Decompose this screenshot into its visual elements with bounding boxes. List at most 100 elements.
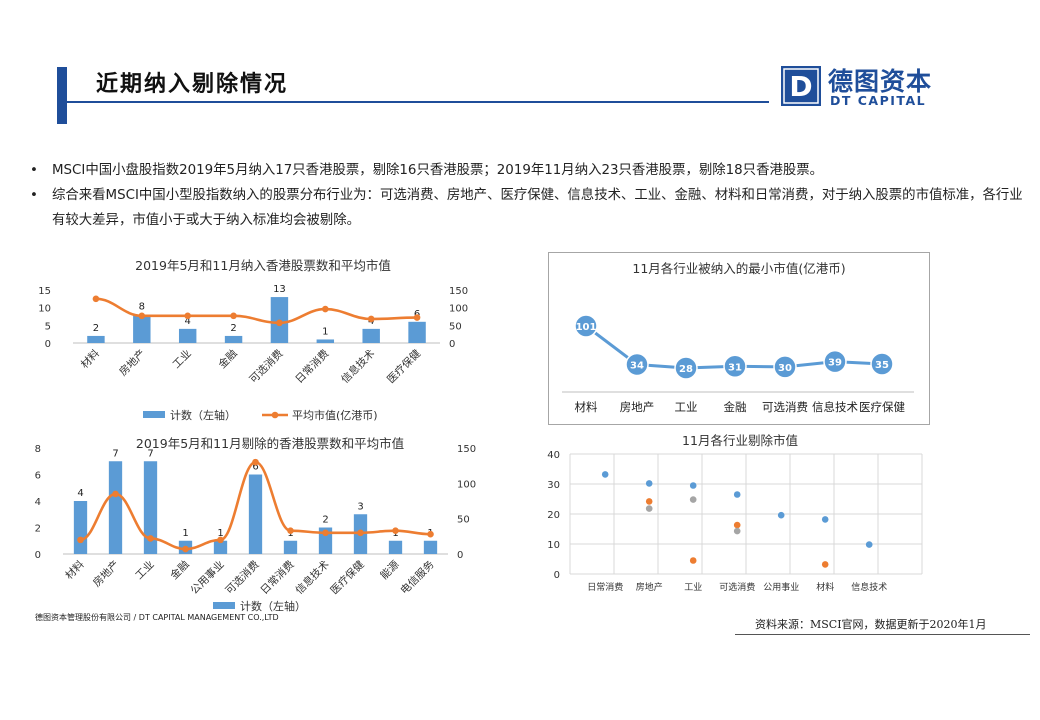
bar	[87, 335, 105, 343]
min-cap-chart: 11月各行业被纳入的最小市值(亿港币) 101 34 28 31 30 39 35 材料 房地产 工…	[548, 252, 930, 425]
x-tick-label: 材料	[816, 581, 834, 593]
scatter-point	[645, 480, 653, 487]
data-bubble	[574, 314, 598, 338]
x-tick-label: 可选消费	[223, 558, 262, 597]
x-tick-label: 材料	[78, 347, 102, 371]
x-tick-label: 电信服务	[398, 558, 437, 597]
x-tick-label: 信息技术	[293, 558, 332, 597]
bullet-item: • MSCI中国小盘股指数2019年5月纳入17只香港股票，剔除16只香港股票；…	[30, 158, 1030, 183]
y-tick-label: 40	[547, 450, 560, 461]
scatter-point	[733, 491, 741, 498]
svg-text:D: D	[789, 70, 812, 103]
bar-data-label: 4	[185, 316, 191, 327]
y-left-tick-label: 10	[38, 304, 51, 315]
x-tick-label: 信息技术	[851, 581, 887, 593]
legend-label: 平均市值(亿港币)	[292, 408, 378, 422]
legend-label: 计数（左轴）	[240, 599, 306, 613]
bar	[423, 540, 438, 554]
line-point	[252, 458, 259, 466]
data-label: 35	[875, 360, 889, 371]
header-accent-bar	[57, 67, 67, 124]
x-tick-label: 公用事业	[763, 581, 799, 593]
x-tick-label: 材料	[575, 400, 598, 414]
scatter-point	[821, 561, 829, 568]
y-right-tick-label: 0	[457, 550, 463, 561]
line-point	[184, 312, 191, 320]
y-right-tick-label: 0	[449, 339, 455, 350]
y-left-tick-label: 5	[45, 321, 51, 332]
line-point	[230, 312, 237, 320]
bar-data-label: 3	[357, 501, 363, 512]
y-left-tick-label: 6	[35, 471, 41, 482]
data-bubble	[870, 352, 894, 376]
scatter-point	[645, 498, 653, 505]
data-bubble	[625, 352, 649, 377]
x-tick-label: 工业	[133, 559, 156, 582]
bar	[283, 540, 298, 554]
bar	[213, 540, 228, 554]
x-tick-label: 可选消费	[719, 581, 755, 593]
footer-divider	[735, 634, 1030, 635]
bullet-dot: •	[30, 163, 38, 178]
page-title: 近期纳入剔除情况	[96, 71, 289, 97]
exclusion-count-chart: 2019年5月和11月剔除的香港股票数和平均市值 0 2 4 6 8 0 50 100 150 4 7…	[35, 436, 476, 613]
data-bubble	[723, 354, 747, 379]
y-tick-label: 10	[547, 540, 560, 551]
scatter-point	[645, 505, 653, 512]
scatter-point	[777, 511, 785, 519]
source-note: 资料来源：MSCI官网，数据更新于2020年1月	[755, 618, 987, 631]
line-point	[92, 295, 100, 303]
x-tick-label: 房地产	[90, 558, 121, 589]
line-point	[392, 527, 399, 534]
y-tick-label: 0	[554, 570, 560, 581]
bar	[408, 321, 426, 343]
bar	[73, 501, 88, 554]
y-right-tick-label: 150	[449, 286, 468, 297]
bar-data-label: 7	[112, 448, 118, 459]
line-point	[217, 536, 224, 544]
x-tick-label: 房地产	[116, 347, 147, 378]
y-left-tick-label: 15	[38, 286, 51, 297]
x-tick-label: 可选消费	[247, 347, 286, 386]
y-tick-label: 30	[547, 480, 560, 491]
line-point	[138, 312, 146, 320]
line-point	[322, 529, 329, 537]
data-bubble	[773, 355, 797, 379]
bar-data-label: 1	[322, 326, 328, 337]
scatter-point	[689, 557, 697, 564]
x-tick-label: 医疗保健	[328, 558, 367, 597]
series-line	[95, 297, 418, 325]
y-left-tick-label: 0	[35, 550, 41, 561]
bullet-text: MSCI中国小盘股指数2019年5月纳入17只香港股票，剔除16只香港股票；20…	[52, 163, 824, 178]
bar	[108, 461, 123, 554]
bullet-dot: •	[30, 188, 38, 203]
y-left-tick-label: 8	[35, 444, 41, 455]
scatter-point	[865, 541, 873, 548]
scatter-point	[601, 471, 609, 478]
dt-capital-logo-icon: D	[781, 66, 821, 106]
data-label: 31	[728, 362, 742, 373]
bar	[362, 328, 380, 343]
logo-english-name: DT CAPITAL	[830, 93, 927, 108]
line-point	[322, 305, 329, 313]
y-right-tick-label: 100	[457, 479, 476, 490]
line-point	[287, 527, 294, 534]
scatter-point	[733, 527, 741, 535]
x-tick-label: 金融	[168, 558, 192, 582]
legend-label: 计数（左轴）	[170, 408, 236, 422]
line-point	[182, 545, 189, 553]
line-point	[367, 315, 375, 323]
bar-data-label: 1	[217, 528, 223, 539]
company-footer: 德图资本管理股份有限公司 / DT CAPITAL MANAGEMENT CO.…	[35, 613, 279, 622]
chart-frame	[548, 252, 930, 425]
line-point	[276, 319, 283, 327]
data-label: 101	[576, 322, 597, 333]
bar	[133, 314, 151, 343]
x-tick-label: 房地产	[636, 581, 663, 593]
y-left-tick-label: 4	[35, 497, 41, 508]
bar-data-label: 4	[77, 488, 83, 499]
logo-chinese-name: 德图资本	[828, 67, 933, 96]
data-label: 34	[630, 361, 644, 372]
chart-title: 2019年5月和11月纳入香港股票数和平均市值	[135, 258, 391, 273]
x-tick-label: 日常消费	[258, 558, 297, 597]
